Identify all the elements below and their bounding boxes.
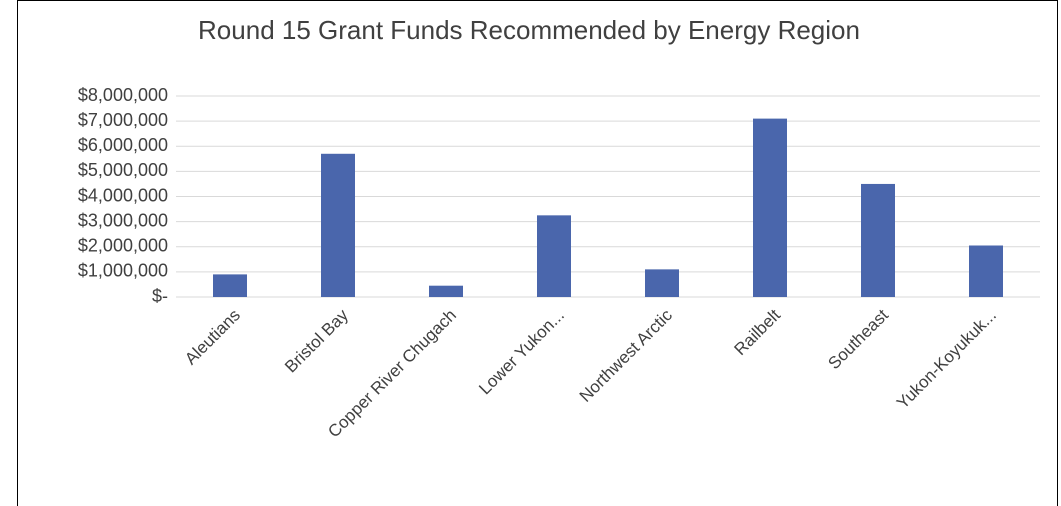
y-tick-label: $1,000,000 [78, 261, 168, 281]
bar [753, 118, 787, 297]
chart-title: Round 15 Grant Funds Recommended by Ener… [198, 15, 860, 45]
y-tick-label: $3,000,000 [78, 210, 168, 230]
y-tick-label: $4,000,000 [78, 185, 168, 205]
y-tick-label: $5,000,000 [78, 160, 168, 180]
bar [537, 215, 571, 297]
bar [861, 183, 895, 297]
y-tick-label: $6,000,000 [78, 135, 168, 155]
y-tick-label: $7,000,000 [78, 110, 168, 130]
bar [321, 153, 355, 297]
bar [969, 245, 1003, 297]
bar [429, 285, 463, 297]
bar [645, 269, 679, 297]
y-tick-label: $2,000,000 [78, 236, 168, 256]
y-tick-label: $- [152, 286, 168, 306]
y-tick-label: $8,000,000 [78, 85, 168, 105]
bar [213, 274, 247, 297]
